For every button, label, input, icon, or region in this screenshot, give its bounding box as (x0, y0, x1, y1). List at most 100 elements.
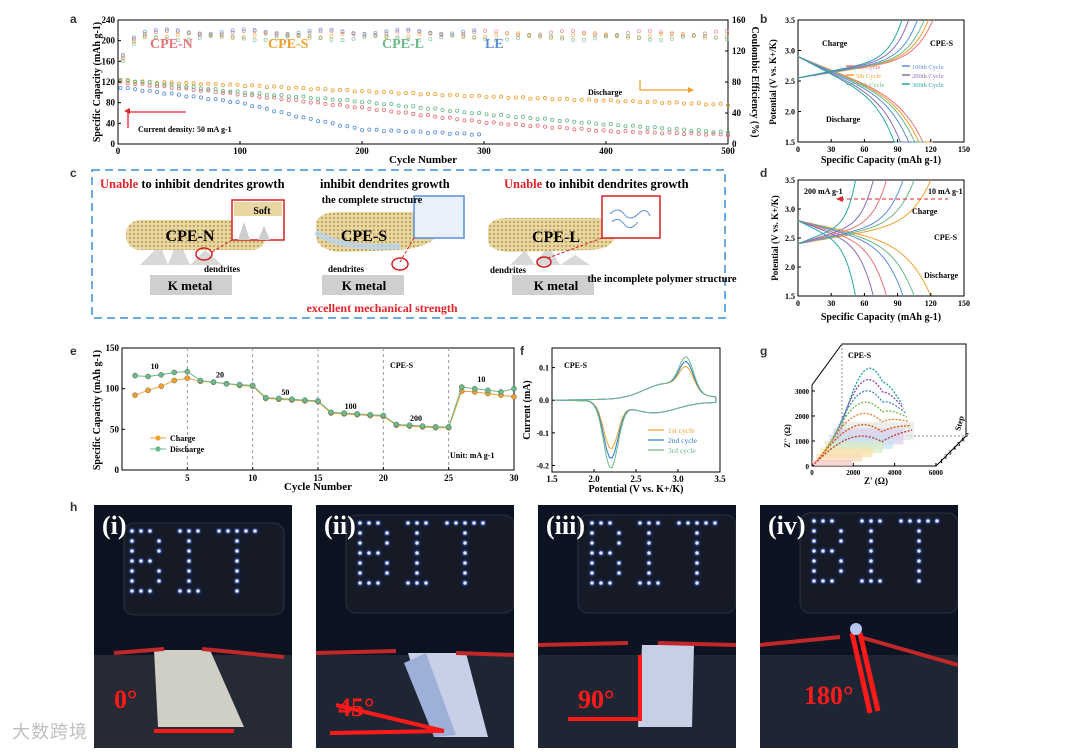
a-capacity-point-cpe-s (535, 96, 540, 101)
a-capacity-point-cpe-n (601, 128, 606, 133)
led-dot (148, 559, 152, 563)
a-ce-point-cpe-s (538, 34, 543, 39)
a-ce-point-cpe-n (395, 29, 400, 34)
a-capacity-point-cpe-l (455, 108, 460, 113)
g-ytick-label: 3000 (795, 388, 810, 396)
a-ce-point-cpe-s (263, 31, 268, 36)
e-discharge-point (511, 385, 517, 392)
a-ce-point-le (340, 29, 345, 34)
led-dot (367, 581, 371, 585)
g-step-plane (820, 447, 873, 458)
a-capacity-point-cpe-l (550, 117, 555, 122)
a-capacity-point-cpe-l (316, 96, 321, 101)
a-ce-point-cpe-l (241, 36, 246, 41)
led-dot (869, 539, 873, 543)
a-capacity-point-cpe-s (162, 80, 167, 85)
a-capacity-point-cpe-l (374, 101, 379, 106)
d-charge-label: Charge (912, 207, 938, 216)
photo-label-i: (i) (102, 511, 127, 540)
g-ytick-label: 0 (806, 463, 810, 471)
led-dot (376, 521, 380, 525)
chart-a: 0 100 200 300 400 500040801201602002400408012… (92, 15, 760, 166)
a-capacity-point-cpe-l (652, 125, 657, 130)
a-capacity-point-le (169, 91, 174, 96)
e-legend-marker (155, 435, 161, 441)
a-capacity-point-le (118, 86, 123, 91)
e-charge-point (132, 392, 138, 398)
a-capacity-point-cpe-s (242, 83, 247, 88)
led-dot (608, 581, 612, 585)
g-ztick-label: 3 (949, 450, 952, 456)
a-ce-point-cpe-l (713, 35, 718, 40)
e-ytick-label: 150 (106, 343, 120, 353)
a-ce-point-cpe-s (571, 33, 576, 38)
a-capacity-point-cpe-l (125, 77, 130, 82)
d-discharge-curve (797, 220, 932, 297)
a-capacity-point-cpe-n (279, 97, 284, 102)
f-legend-label: 3rd cycle (668, 446, 696, 455)
a-ce-point-cpe-n (549, 30, 554, 35)
e-rate-label: 200 (410, 414, 422, 423)
a-capacity-point-cpe-s (411, 91, 416, 96)
a-xtick-label: 0 (116, 146, 121, 156)
label-cpe-l: CPE-L (532, 229, 580, 246)
a-capacity-point-cpe-n (411, 112, 416, 117)
a-capacity-point-cpe-l (513, 115, 518, 120)
g-nyquist-curve (837, 367, 903, 441)
a-ce-point-cpe-s (241, 35, 246, 40)
led-dot (415, 531, 419, 535)
a-ce-point-le (230, 28, 235, 33)
a-xlabel: Cycle Number (389, 154, 457, 166)
a-capacity-point-cpe-l (638, 124, 643, 129)
a-ce-point-cpe-s (142, 35, 147, 40)
a-capacity-point-cpe-s (726, 103, 731, 108)
a-density-note: Current density: 50 mA g-1 (138, 125, 232, 134)
a-y2label: Coulombic Efficiency (%) (749, 26, 760, 137)
a-capacity-point-cpe-s (521, 95, 526, 100)
led-dot (695, 571, 699, 575)
caption-cpe-l: Unable to inhibit dendrites growth (504, 177, 689, 191)
a-capacity-point-cpe-n (381, 107, 386, 112)
a-capacity-point-cpe-n (586, 127, 591, 132)
b-ytick-label: 1.5 (785, 138, 795, 147)
a-capacity-point-cpe-n (491, 120, 496, 125)
a-ce-point-cpe-n (241, 29, 246, 33)
a-capacity-point-cpe-n (359, 105, 364, 110)
a-ce-point-cpe-l (505, 37, 510, 42)
a-capacity-point-cpe-n (162, 84, 167, 89)
a-ce-point-le (318, 27, 323, 32)
a-capacity-point-le (250, 104, 255, 109)
a-capacity-point-cpe-n (425, 113, 430, 118)
led-dot (463, 551, 467, 555)
led-dot (608, 551, 612, 555)
led-dot (617, 541, 621, 545)
a-capacity-point-cpe-s (206, 81, 211, 86)
a-ce-point-cpe-l (340, 38, 345, 43)
a-ce-point-cpe-l (516, 35, 521, 40)
a-ce-point-le (395, 27, 400, 32)
a-ce-point-cpe-s (329, 33, 334, 38)
led-dot (839, 539, 843, 543)
panel-label-f: f (520, 344, 524, 358)
a-capacity-point-cpe-s (557, 96, 562, 101)
led-dot (235, 589, 239, 593)
a-capacity-point-cpe-n (206, 88, 211, 93)
e-charge-point (511, 393, 517, 400)
a-capacity-point-cpe-n (403, 110, 408, 115)
e-discharge-point (393, 421, 400, 428)
led-dot (463, 571, 467, 575)
led-dot (878, 519, 882, 523)
led-dot (445, 521, 449, 525)
led-dot (926, 519, 930, 523)
led-dot (217, 529, 221, 533)
b-discharge-label: Discharge (826, 115, 861, 124)
a-capacity-point-le (338, 123, 343, 128)
led-dot (235, 529, 239, 533)
photo-label-ii: (ii) (324, 511, 356, 540)
a-ce-point-cpe-l (230, 34, 235, 39)
a-capacity-point-cpe-n (323, 102, 328, 107)
led-dot (860, 519, 864, 523)
a-capacity-point-le (206, 97, 211, 102)
a-capacity-point-cpe-n (133, 81, 138, 86)
led-dot (839, 559, 843, 563)
